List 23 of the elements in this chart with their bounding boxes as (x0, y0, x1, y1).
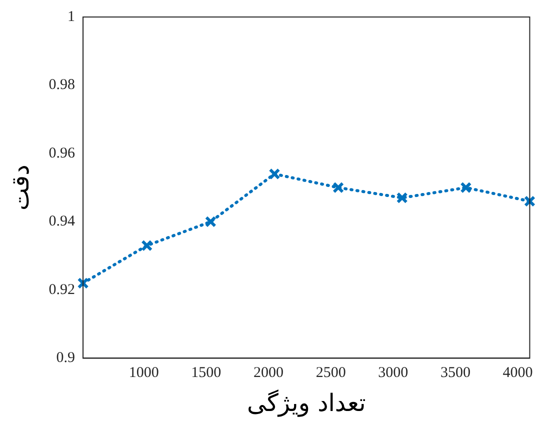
y-tick-label: 0.98 (48, 77, 76, 94)
point (77, 277, 89, 289)
x-tick-label: 3500 (440, 365, 470, 382)
point (268, 168, 280, 180)
x-tick-label: 1500 (191, 365, 222, 382)
x-tick-label: 2000 (254, 365, 284, 382)
y-tick-label: 0.94 (48, 214, 76, 230)
x-tick-label: 4000 (502, 365, 533, 382)
x-tick-label: 1000 (128, 365, 159, 382)
y-tick-label: 0.92 (48, 282, 76, 298)
y-tick-label: 1 (68, 8, 76, 25)
y-tick-label: 0.96 (48, 145, 76, 162)
point (524, 196, 536, 207)
point (460, 182, 472, 194)
point (396, 192, 408, 204)
point (141, 240, 153, 252)
x-tick-label: 3000 (378, 365, 408, 382)
y-axis-title: دقت (6, 164, 35, 210)
x-tick-label: 2500 (316, 365, 346, 382)
y-tick-label: 0.9 (56, 350, 76, 366)
x-axis-title: تعداد ویژگی (246, 388, 366, 417)
point (204, 216, 216, 228)
point (332, 182, 344, 194)
